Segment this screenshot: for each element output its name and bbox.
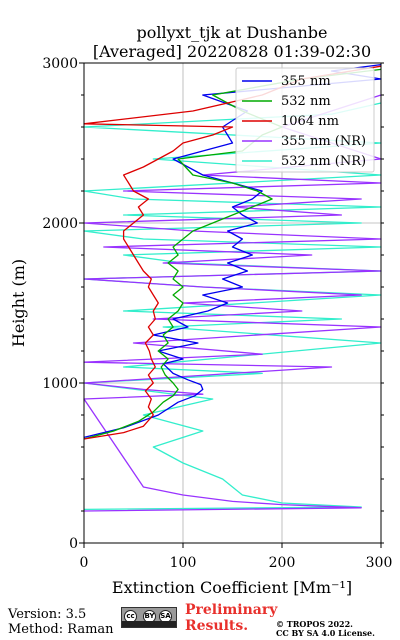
chart: pollyxt_tjk at Dushanbe [Averaged] 20220… [9, 23, 393, 597]
x-tick-label: 100 [170, 555, 197, 571]
license-line: CC BY SA 4.0 License. [276, 628, 375, 638]
cc-icon: cc [124, 610, 137, 623]
copyright-notice: © TROPOS 2022. CC BY SA 4.0 License. [276, 620, 375, 638]
series-line [83, 65, 382, 440]
plot-frame [83, 62, 382, 544]
version-text: Version: 3.5 [8, 607, 87, 622]
cc-license-badge: cc BY SA [121, 607, 177, 628]
preliminary-results: Preliminary Results. [185, 602, 277, 634]
x-axis-label: Extinction Coefficient [Mm⁻¹] [112, 578, 352, 597]
ticks [79, 62, 384, 548]
legend-label: 355 nm (NR) [281, 134, 366, 149]
series-line [83, 63, 382, 439]
x-tick-label: 300 [366, 555, 393, 571]
series-line [83, 94, 382, 512]
chart-title: pollyxt_tjk at Dushanbe [136, 23, 327, 42]
copyright-line: © TROPOS 2022. [276, 619, 353, 629]
legend-box [235, 67, 375, 173]
x-tick-label: 200 [269, 555, 296, 571]
legend-label: 532 nm (NR) [281, 154, 366, 169]
sa-icon: SA [159, 610, 172, 623]
legend-label: 532 nm [281, 94, 331, 109]
x-tick-label: 0 [80, 555, 89, 571]
preliminary-line: Preliminary [185, 602, 278, 618]
legend-label: 1064 nm [281, 114, 339, 129]
chart-subtitle: [Averaged] 20220828 01:39-02:30 [93, 42, 371, 61]
y-tick-label: 3000 [42, 56, 78, 72]
preliminary-line: Results. [185, 618, 249, 634]
method-text: Method: Raman [8, 622, 114, 637]
badge-strip [122, 621, 176, 627]
series-layer [83, 63, 382, 512]
legend-label: 355 nm [281, 74, 331, 89]
y-tick-label: 0 [69, 536, 78, 552]
y-axis-label: Height (m) [9, 259, 28, 347]
legend: 355 nm 532 nm 1064 nm 355 nm (NR) 532 nm (NR… [235, 67, 375, 173]
y-tick-label: 2000 [42, 216, 78, 232]
y-tick-label: 1000 [42, 376, 78, 392]
